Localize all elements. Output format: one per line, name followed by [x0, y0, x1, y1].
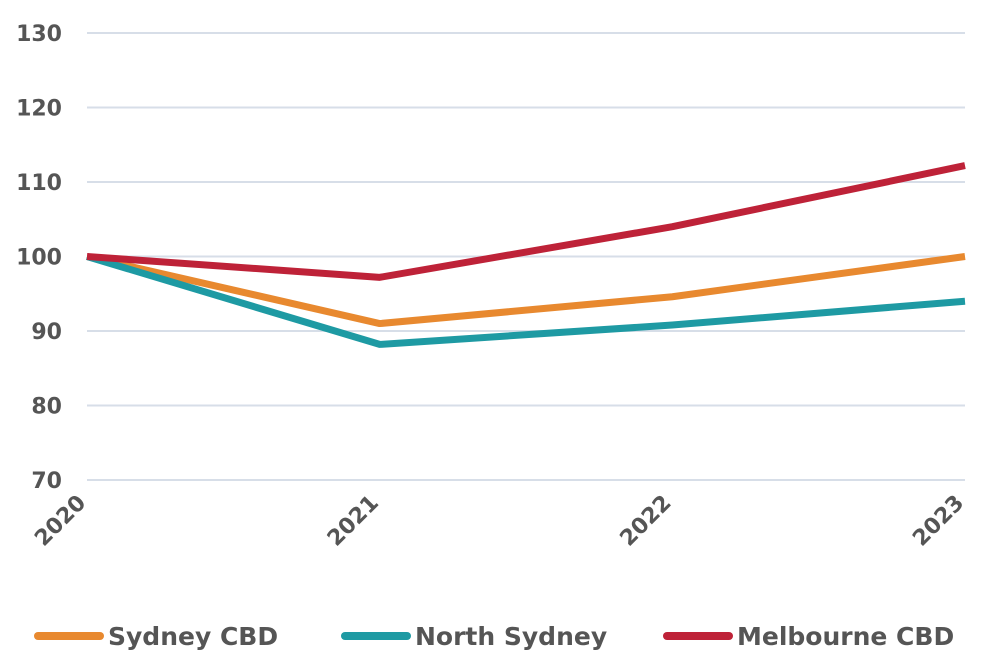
- series-line-sydney-cbd: [86, 253, 966, 328]
- legend-label: North Sydney: [415, 622, 607, 651]
- legend-label: Melbourne CBD: [737, 622, 954, 651]
- series-line-melbourne-cbd: [86, 162, 966, 281]
- x-axis-tick-labels: 2020 2021 2022 2023: [30, 491, 969, 552]
- legend-label: Sydney CBD: [108, 622, 278, 651]
- gridlines: [87, 32, 965, 481]
- y-tick-label: 80: [31, 395, 62, 420]
- series-lines: [85, 162, 966, 348]
- y-tick-label: 100: [16, 246, 62, 271]
- y-tick-label: 70: [31, 469, 62, 494]
- legend: Sydney CBD North Sydney Melbourne CBD: [34, 622, 954, 651]
- y-axis-tick-labels: 70 80 90 100 110 120 130: [16, 22, 62, 494]
- y-tick-label: 130: [16, 22, 62, 47]
- x-tick-label: 2020: [30, 491, 91, 552]
- y-tick-label: 90: [31, 320, 62, 345]
- y-tick-label: 120: [16, 97, 62, 122]
- x-tick-label: 2022: [616, 491, 677, 552]
- x-tick-label: 2023: [908, 491, 969, 552]
- y-tick-label: 110: [16, 171, 62, 196]
- series-line-north-sydney: [85, 253, 966, 348]
- x-tick-label: 2021: [323, 491, 384, 552]
